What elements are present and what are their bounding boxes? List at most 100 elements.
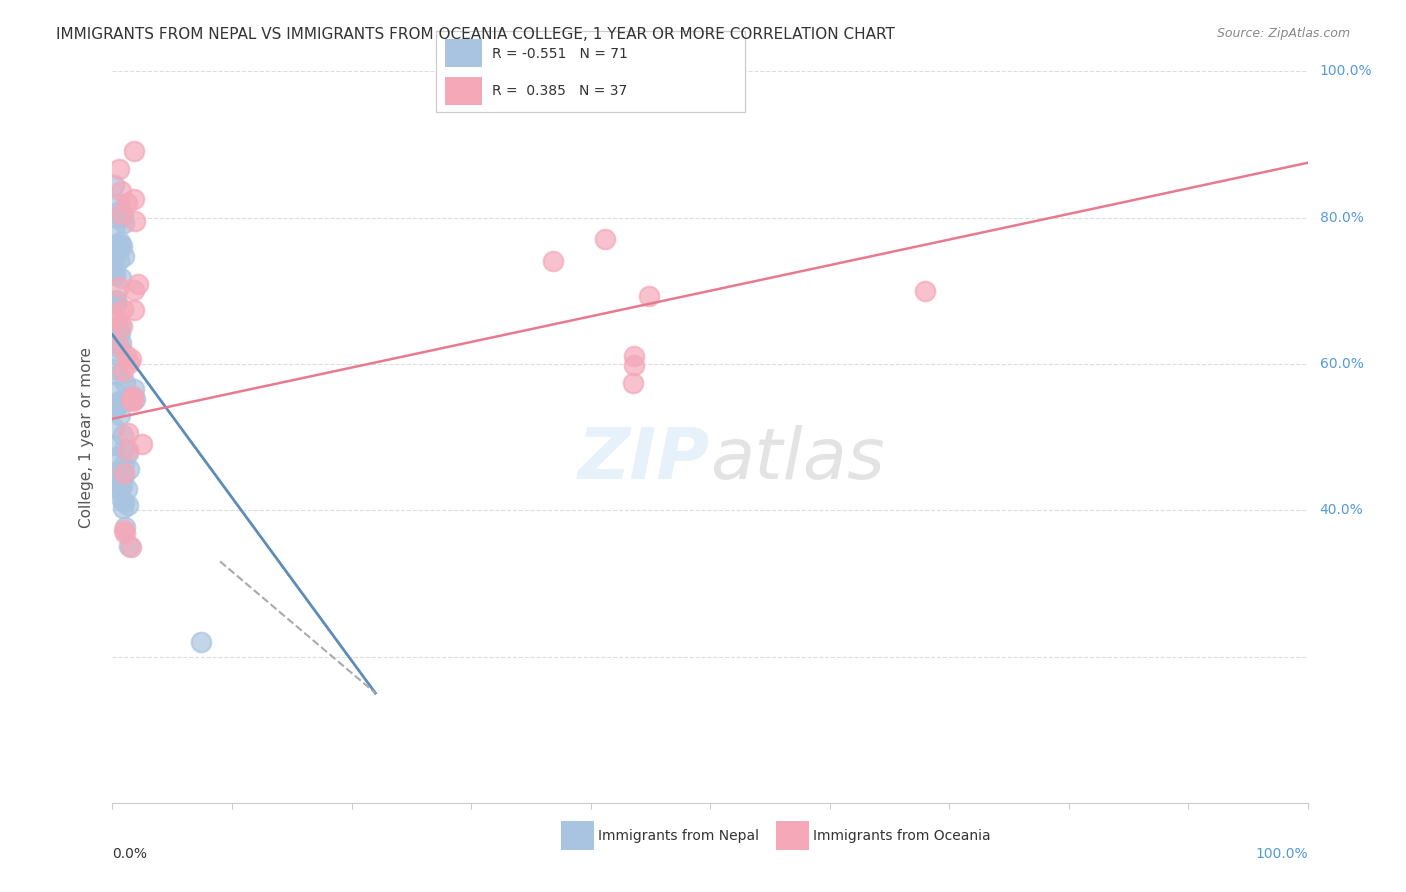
- Point: [104, 465, 127, 479]
- Point: [103, 263, 125, 277]
- Point: [107, 368, 129, 383]
- Point: [127, 277, 149, 292]
- Point: [117, 446, 139, 460]
- Point: [105, 211, 128, 226]
- Point: [623, 349, 645, 363]
- Point: [122, 394, 145, 409]
- Point: [112, 428, 135, 442]
- Point: [112, 210, 135, 224]
- Point: [111, 364, 134, 378]
- Point: [124, 392, 146, 406]
- Point: [122, 144, 145, 158]
- Bar: [446, 39, 482, 68]
- Text: 40.0%: 40.0%: [1320, 503, 1364, 517]
- Point: [111, 479, 134, 493]
- Point: [112, 524, 135, 538]
- Point: [107, 483, 129, 497]
- Point: [114, 519, 136, 533]
- Bar: [446, 77, 482, 105]
- Point: [108, 237, 131, 252]
- Point: [103, 400, 125, 414]
- Point: [541, 253, 564, 268]
- Point: [112, 467, 135, 481]
- Point: [108, 341, 131, 355]
- Point: [110, 239, 132, 253]
- Point: [122, 302, 145, 317]
- Point: [131, 437, 153, 451]
- Point: [124, 213, 146, 227]
- Point: [623, 358, 645, 372]
- Point: [101, 263, 124, 277]
- Point: [103, 307, 125, 321]
- Point: [108, 318, 131, 333]
- Point: [103, 249, 125, 263]
- Point: [115, 482, 138, 496]
- Point: [101, 254, 124, 268]
- Point: [115, 196, 138, 211]
- Point: [108, 161, 131, 176]
- Point: [110, 207, 132, 221]
- Point: [124, 383, 146, 397]
- Point: [103, 331, 125, 345]
- Point: [120, 540, 142, 554]
- Point: [621, 376, 644, 390]
- Y-axis label: College, 1 year or more: College, 1 year or more: [79, 347, 94, 527]
- Point: [108, 235, 131, 249]
- Point: [105, 298, 128, 312]
- Point: [114, 376, 136, 390]
- Text: Immigrants from Nepal: Immigrants from Nepal: [598, 829, 759, 843]
- Text: Immigrants from Oceania: Immigrants from Oceania: [813, 829, 990, 843]
- Point: [108, 326, 131, 340]
- Point: [104, 294, 127, 309]
- Point: [110, 270, 132, 285]
- Point: [105, 450, 128, 465]
- Point: [105, 293, 128, 308]
- Point: [114, 348, 136, 362]
- Point: [112, 249, 135, 263]
- Point: [108, 478, 131, 492]
- Point: [112, 495, 135, 509]
- Point: [111, 238, 134, 252]
- Point: [104, 219, 127, 234]
- Point: [104, 401, 127, 415]
- Text: ZIP: ZIP: [578, 425, 710, 493]
- Point: [108, 396, 131, 410]
- Bar: [561, 821, 595, 850]
- Point: [120, 352, 142, 367]
- Point: [107, 311, 129, 326]
- Point: [122, 389, 145, 403]
- Point: [104, 268, 127, 283]
- Point: [107, 348, 129, 362]
- Bar: [776, 821, 810, 850]
- Text: R = -0.551   N = 71: R = -0.551 N = 71: [492, 46, 627, 61]
- Point: [111, 464, 134, 478]
- Point: [117, 498, 139, 512]
- Point: [104, 478, 127, 492]
- Point: [112, 467, 135, 482]
- Text: 100.0%: 100.0%: [1256, 847, 1308, 861]
- Point: [117, 442, 139, 457]
- Point: [107, 394, 129, 409]
- Point: [110, 408, 132, 422]
- Point: [118, 539, 141, 553]
- Point: [110, 335, 132, 350]
- Text: 60.0%: 60.0%: [1320, 357, 1364, 371]
- Point: [111, 319, 134, 334]
- Point: [103, 362, 125, 376]
- Point: [122, 192, 145, 206]
- Point: [117, 390, 139, 404]
- Text: atlas: atlas: [710, 425, 884, 493]
- Point: [190, 635, 212, 649]
- Point: [111, 492, 134, 507]
- Point: [104, 385, 127, 400]
- Point: [118, 356, 141, 370]
- Point: [101, 250, 124, 264]
- Point: [110, 184, 132, 198]
- Text: 80.0%: 80.0%: [1320, 211, 1364, 225]
- Point: [122, 283, 145, 297]
- Text: 0.0%: 0.0%: [112, 847, 148, 861]
- Point: [101, 438, 124, 452]
- Text: R =  0.385   N = 37: R = 0.385 N = 37: [492, 85, 627, 98]
- Text: 100.0%: 100.0%: [1320, 64, 1372, 78]
- Point: [111, 501, 134, 516]
